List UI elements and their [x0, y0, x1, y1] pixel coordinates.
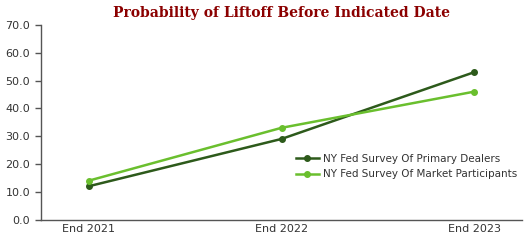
- Legend: NY Fed Survey Of Primary Dealers, NY Fed Survey Of Market Participants: NY Fed Survey Of Primary Dealers, NY Fed…: [296, 154, 517, 179]
- NY Fed Survey Of Primary Dealers: [278, 138, 285, 140]
- NY Fed Survey Of Primary Dealers: [471, 71, 477, 74]
- NY Fed Survey Of Market Participants: [86, 179, 92, 182]
- NY Fed Survey Of Primary Dealers: [86, 185, 92, 188]
- Title: Probability of Liftoff Before Indicated Date: Probability of Liftoff Before Indicated …: [113, 6, 450, 19]
- NY Fed Survey Of Market Participants: [471, 90, 477, 93]
- NY Fed Survey Of Market Participants: [278, 126, 285, 129]
- Line: NY Fed Survey Of Market Participants: NY Fed Survey Of Market Participants: [86, 89, 477, 183]
- Line: NY Fed Survey Of Primary Dealers: NY Fed Survey Of Primary Dealers: [86, 69, 477, 189]
